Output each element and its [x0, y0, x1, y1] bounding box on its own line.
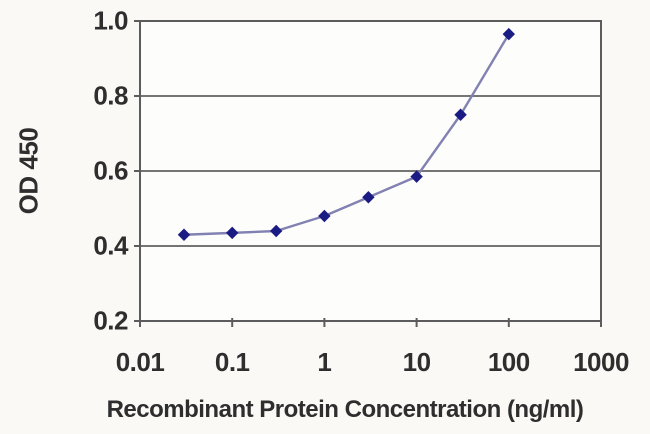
y-tick-label: 0.8 [93, 80, 128, 111]
x-tick-label: 0.01 [115, 347, 165, 377]
x-tick-label: 1 [317, 347, 332, 377]
y-tick-label: 1.0 [93, 5, 128, 36]
plot-frame [139, 20, 602, 322]
data-point-marker [318, 209, 331, 223]
data-point-marker [226, 226, 239, 240]
x-tick-label: 100 [487, 347, 530, 377]
x-tick-label: 0.1 [214, 347, 250, 377]
data-point-marker [410, 170, 423, 183]
y-tick-label: 0.2 [93, 305, 128, 336]
data-line [183, 33, 510, 236]
x-tick-label: 10 [402, 347, 431, 377]
y-axis-title: OD 450 [13, 127, 44, 215]
data-point-marker [502, 27, 515, 41]
y-tick-label: 0.4 [93, 230, 128, 261]
y-tick-label: 0.6 [93, 155, 128, 186]
x-axis-title: Recombinant Protein Concentration (ng/ml… [106, 396, 584, 423]
data-point-marker [177, 228, 191, 241]
data-point-marker [454, 108, 467, 121]
x-tick-label: 1000 [573, 347, 629, 377]
data-point-marker [362, 191, 375, 204]
data-point-marker [269, 224, 283, 238]
